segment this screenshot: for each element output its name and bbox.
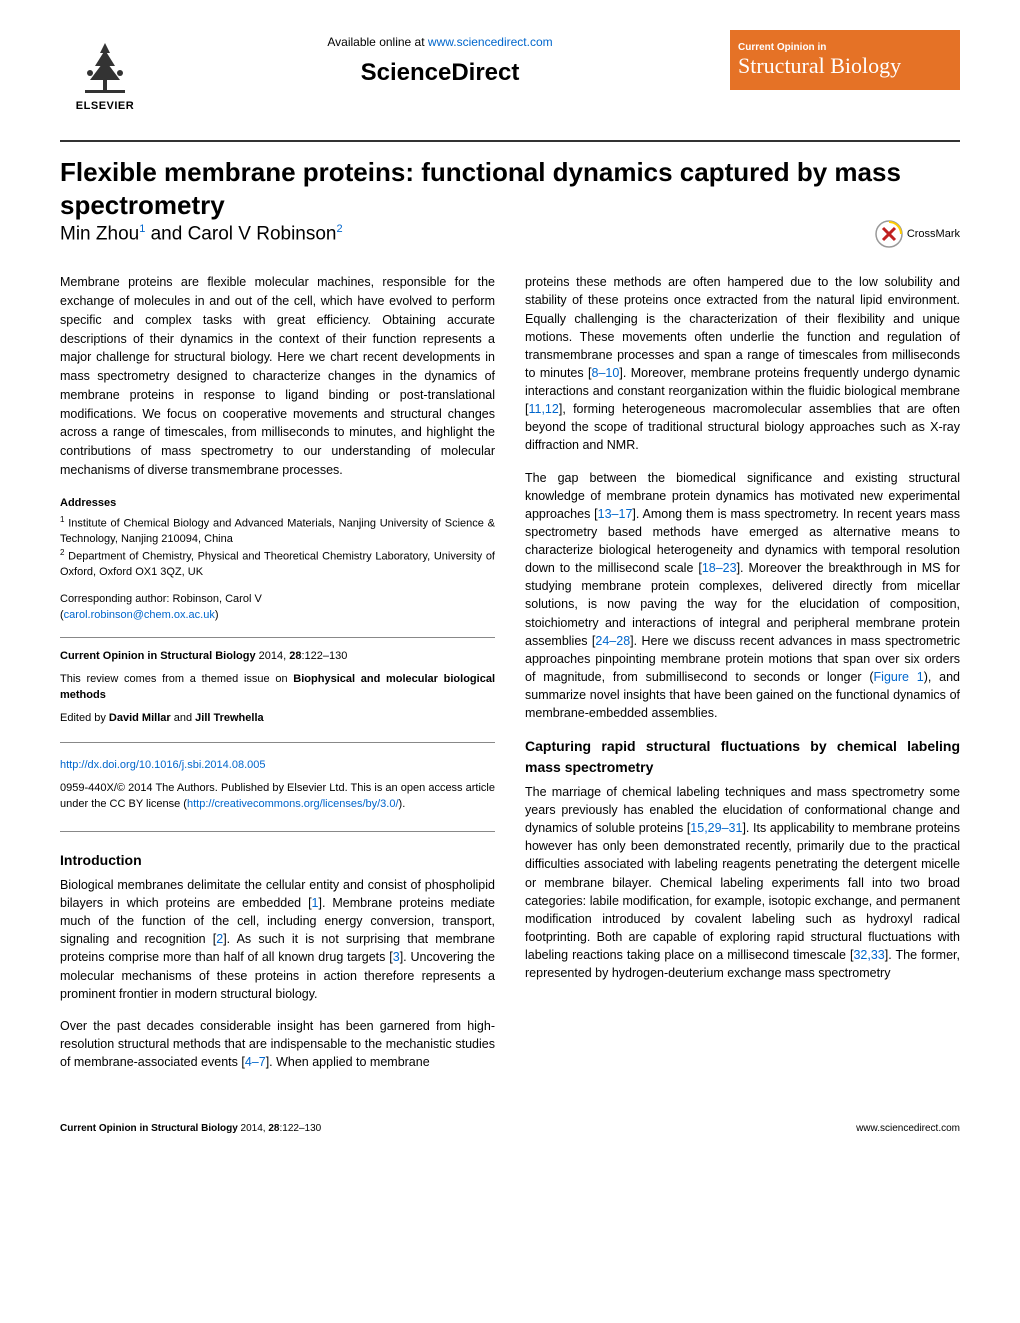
corresponding-label: Corresponding author: Robinson, Carol V <box>60 593 262 605</box>
footer-right: www.sciencedirect.com <box>856 1123 960 1134</box>
editors-and: and <box>171 712 195 724</box>
crossmark-label: CrossMark <box>907 228 960 240</box>
footer-vol: 28 <box>268 1123 279 1134</box>
journal-badge: Current Opinion in Structural Biology <box>730 30 960 90</box>
copyright-line: 0959-440X/© 2014 The Authors. Published … <box>60 780 495 813</box>
addresses: 1 Institute of Chemical Biology and Adva… <box>60 514 495 581</box>
header-rule <box>60 140 960 142</box>
journal-badge-large: Structural Biology <box>738 53 952 79</box>
elsevier-label: ELSEVIER <box>76 100 134 112</box>
sciencedirect-logo: ScienceDirect <box>150 59 730 87</box>
footer-left: Current Opinion in Structural Biology 20… <box>60 1123 321 1134</box>
copyright-suffix: ). <box>399 798 406 810</box>
article-title: Flexible membrane proteins: functional d… <box>60 156 960 221</box>
crossmark-badge[interactable]: CrossMark <box>875 220 960 248</box>
left-column: Membrane proteins are flexible molecular… <box>60 273 495 1085</box>
author-2-aff[interactable]: 2 <box>337 223 343 235</box>
themed-issue: This review comes from a themed issue on… <box>60 671 495 704</box>
citation-journal: Current Opinion in Structural Biology <box>60 650 256 662</box>
footer: Current Opinion in Structural Biology 20… <box>60 1115 960 1134</box>
footer-journal: Current Opinion in Structural Biology <box>60 1123 238 1134</box>
addresses-label: Addresses <box>60 496 495 512</box>
citation-meta: Current Opinion in Structural Biology 20… <box>60 637 495 743</box>
sec2-heading: Capturing rapid structural fluctuations … <box>525 736 960 777</box>
available-online: Available online at www.sciencedirect.co… <box>150 35 730 49</box>
intro-p2: Over the past decades considerable insig… <box>60 1017 495 1071</box>
aff-2: Department of Chemistry, Physical and Th… <box>60 551 495 578</box>
license-link[interactable]: http://creativecommons.org/licenses/by/3… <box>187 798 399 810</box>
footer-pages: :122–130 <box>280 1123 322 1134</box>
header: ELSEVIER Available online at www.science… <box>60 30 960 120</box>
edited-prefix: Edited by <box>60 712 109 724</box>
editor-1: David Millar <box>109 712 171 724</box>
journal-badge-small: Current Opinion in <box>738 42 952 53</box>
right-p1: proteins these methods are often hampere… <box>525 273 960 454</box>
citation-line: Current Opinion in Structural Biology 20… <box>60 648 495 665</box>
sciencedirect-url[interactable]: www.sciencedirect.com <box>428 35 553 49</box>
elsevier-logo: ELSEVIER <box>60 30 150 120</box>
right-column: proteins these methods are often hampere… <box>525 273 960 1085</box>
crossmark-icon <box>875 220 903 248</box>
abstract: Membrane proteins are flexible molecular… <box>60 273 495 479</box>
edited-by: Edited by David Millar and Jill Trewhell… <box>60 710 495 727</box>
corresponding-author: Corresponding author: Robinson, Carol V … <box>60 592 495 623</box>
footer-rest: 2014, <box>238 1123 269 1134</box>
corresponding-email[interactable]: carol.robinson@chem.ox.ac.uk <box>64 609 215 621</box>
right-p2: The gap between the biomedical significa… <box>525 469 960 723</box>
authors-and: and Carol V Robinson <box>145 223 336 244</box>
intro-p1: Biological membranes delimitate the cell… <box>60 876 495 1003</box>
elsevier-tree-icon <box>70 38 140 98</box>
citation-vol: 28 <box>289 650 301 662</box>
citation-rest: 2014, <box>256 650 290 662</box>
two-column-body: Membrane proteins are flexible molecular… <box>60 273 960 1085</box>
citation-pages: :122–130 <box>301 650 347 662</box>
available-prefix: Available online at <box>327 35 428 49</box>
doi-link[interactable]: http://dx.doi.org/10.1016/j.sbi.2014.08.… <box>60 759 266 771</box>
intro-heading: Introduction <box>60 850 495 870</box>
doi-block: http://dx.doi.org/10.1016/j.sbi.2014.08.… <box>60 757 495 832</box>
aff-1: Institute of Chemical Biology and Advanc… <box>60 517 495 544</box>
author-1: Min Zhou <box>60 223 139 244</box>
header-center: Available online at www.sciencedirect.co… <box>150 30 730 87</box>
editor-2: Jill Trewhella <box>195 712 263 724</box>
sec2-p1: The marriage of chemical labeling techni… <box>525 783 960 982</box>
themed-prefix: This review comes from a themed issue on <box>60 673 293 685</box>
